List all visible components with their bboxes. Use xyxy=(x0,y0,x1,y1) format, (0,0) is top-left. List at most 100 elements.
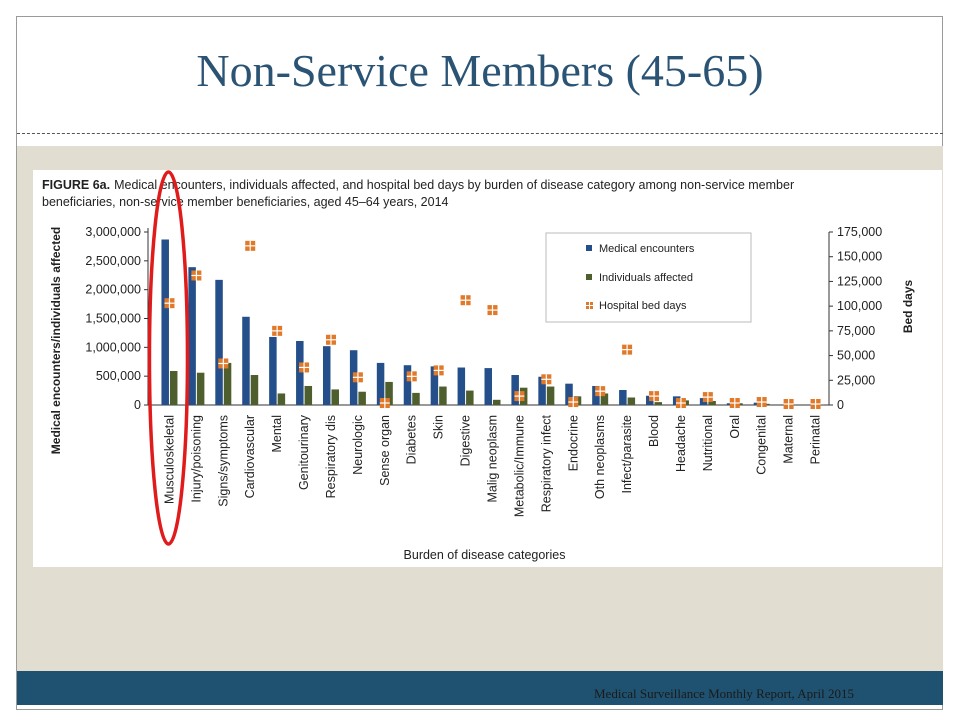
x-tick-label-nutritional: Nutritional xyxy=(701,415,715,471)
x-tick-label-sense-organ: Sense organ xyxy=(378,415,392,486)
point-bed-days-maternal xyxy=(783,399,794,410)
point-bed-days-congenital xyxy=(756,397,767,408)
point-bed-days-musculoskeletal xyxy=(164,298,175,309)
bar-individuals-malig-neoplasm xyxy=(493,399,501,405)
bar-encounters-metabolic-immune xyxy=(511,375,519,405)
bar-encounters-cardiovascular xyxy=(242,316,250,405)
figure-caption-text: Medical encounters, individuals affected… xyxy=(114,178,794,192)
footer-bar xyxy=(17,671,943,705)
legend-swatch-individuals-affected xyxy=(586,274,592,280)
point-bed-days-injury-poisoning xyxy=(191,270,202,281)
y-axis-title-right: Bed days xyxy=(901,279,915,333)
bed-days-points-layer xyxy=(164,240,821,410)
y-tick-label-right: 50,000 xyxy=(837,349,875,363)
bar-encounters-digestive xyxy=(457,367,466,405)
x-tick-label-injury-poisoning: Injury/poisoning xyxy=(189,415,203,503)
bar-encounters-malig-neoplasm xyxy=(484,368,492,405)
figure-caption-line2: beneficiaries, non-service member benefi… xyxy=(42,195,449,209)
x-axis-title: Burden of disease categories xyxy=(404,548,566,562)
point-bed-days-respiratory-dis xyxy=(325,334,336,345)
point-bed-days-headache xyxy=(675,398,686,409)
bar-encounters-injury-poisoning xyxy=(188,267,196,405)
point-bed-days-perinatal xyxy=(810,399,821,410)
x-tick-label-oral: Oral xyxy=(728,415,742,439)
point-bed-days-respiratory-infect xyxy=(541,374,552,385)
figure-panel: FIGURE 6a. Medical encounters, individual… xyxy=(33,170,942,567)
bar-individuals-infect-parasite xyxy=(627,397,636,405)
slide-title: Non-Service Members (45-65) xyxy=(196,45,764,96)
x-tick-label-diabetes: Diabetes xyxy=(405,415,419,464)
bar-individuals-respiratory-infect xyxy=(546,386,555,405)
y-tick-label-right: 100,000 xyxy=(837,299,882,313)
point-bed-days-mental xyxy=(272,325,283,336)
x-tick-label-perinatal: Perinatal xyxy=(809,415,823,464)
y-tick-label-right: 75,000 xyxy=(837,324,875,338)
bar-individuals-injury-poisoning xyxy=(196,372,205,405)
x-tick-label-malig-neoplasm: Malig neoplasm xyxy=(486,415,500,503)
x-tick-label-infect-parasite: Infect/parasite xyxy=(620,415,634,494)
y-tick-label-left: 1,500,000 xyxy=(85,312,141,326)
x-tick-label-maternal: Maternal xyxy=(782,415,796,464)
point-bed-days-blood xyxy=(649,391,660,402)
y-tick-label-right: 0 xyxy=(837,398,844,412)
x-tick-label-blood: Blood xyxy=(647,415,661,447)
y-tick-label-left: 2,000,000 xyxy=(85,283,141,297)
x-tick-label-oth-neoplasms: Oth neoplasms xyxy=(593,415,607,499)
point-bed-days-genitourinary xyxy=(299,362,310,373)
point-bed-days-oral xyxy=(729,398,740,409)
point-bed-days-malig-neoplasm xyxy=(487,305,498,316)
point-bed-days-nutritional xyxy=(702,392,713,403)
bar-encounters-mental xyxy=(269,336,277,405)
burden-of-disease-chart: FIGURE 6a. Medical encounters, individual… xyxy=(42,170,915,562)
point-bed-days-signs-symptoms xyxy=(218,358,229,369)
point-bed-days-oth-neoplasms xyxy=(595,386,606,397)
highlight-ellipse xyxy=(147,170,190,546)
legend-box xyxy=(545,232,752,323)
bar-individuals-diabetes xyxy=(412,392,420,405)
title-divider xyxy=(17,133,943,134)
bar-individuals-digestive xyxy=(466,390,474,405)
legend-label-hospital-bed-days: Hospital bed days xyxy=(599,300,687,312)
point-bed-days-skin xyxy=(433,365,444,376)
y-tick-label-left: 2,500,000 xyxy=(85,254,141,268)
axes-layer: 3,000,000 2,500,000 2,000,000 1,500,000 1,00… xyxy=(49,225,915,562)
y-tick-label-left: 0 xyxy=(134,398,141,412)
figure-caption-label: FIGURE 6a. xyxy=(42,178,110,192)
x-tick-label-respiratory-infect: Respiratory infect xyxy=(539,414,553,512)
bar-encounters-genitourinary xyxy=(296,340,304,405)
bar-individuals-sense-organ xyxy=(385,381,393,405)
point-bed-days-metabolic-immune xyxy=(514,391,525,402)
y-tick-label-left: 3,000,000 xyxy=(85,225,141,239)
bar-encounters-infect-parasite xyxy=(619,390,627,405)
point-bed-days-endocrine xyxy=(568,397,579,408)
x-tick-label-cardiovascular: Cardiovascular xyxy=(243,415,257,498)
point-bed-days-infect-parasite xyxy=(622,344,633,355)
point-bed-days-digestive xyxy=(460,295,471,306)
x-tick-label-respiratory-dis: Respiratory dis xyxy=(324,415,338,498)
bar-individuals-genitourinary xyxy=(304,385,313,405)
y-tick-label-right: 150,000 xyxy=(837,250,882,264)
y-tick-label-left: 500,000 xyxy=(96,369,141,383)
bar-individuals-cardiovascular xyxy=(250,375,259,405)
bar-individuals-blood xyxy=(654,402,663,405)
x-tick-label-skin: Skin xyxy=(432,415,446,439)
bar-encounters-musculoskeletal xyxy=(161,239,169,405)
x-tick-label-endocrine: Endocrine xyxy=(566,415,580,471)
point-bed-days-diabetes xyxy=(406,371,417,382)
bar-encounters-respiratory-infect xyxy=(538,376,546,405)
y-axis-title-left: Medical encounters/individuals affected xyxy=(49,227,63,454)
legend-swatch-hospital-bed-days xyxy=(586,302,593,309)
y-tick-label-right: 125,000 xyxy=(837,274,882,288)
x-tick-label-congenital: Congenital xyxy=(755,415,769,475)
point-bed-days-cardiovascular xyxy=(245,240,256,251)
bar-encounters-endocrine xyxy=(565,383,573,405)
x-tick-label-signs-symptoms: Signs/symptoms xyxy=(216,415,230,507)
x-tick-label-neurologic: Neurologic xyxy=(351,415,365,475)
figure-caption-line1: FIGURE 6a. Medical encounters, individual… xyxy=(42,178,794,192)
y-tick-label-right: 25,000 xyxy=(837,373,875,387)
x-tick-label-mental: Mental xyxy=(270,415,284,453)
bar-individuals-oth-neoplasms xyxy=(600,393,609,405)
x-tick-label-headache: Headache xyxy=(674,415,688,472)
bar-encounters-signs-symptoms xyxy=(215,279,223,405)
bar-individuals-skin xyxy=(439,386,447,405)
